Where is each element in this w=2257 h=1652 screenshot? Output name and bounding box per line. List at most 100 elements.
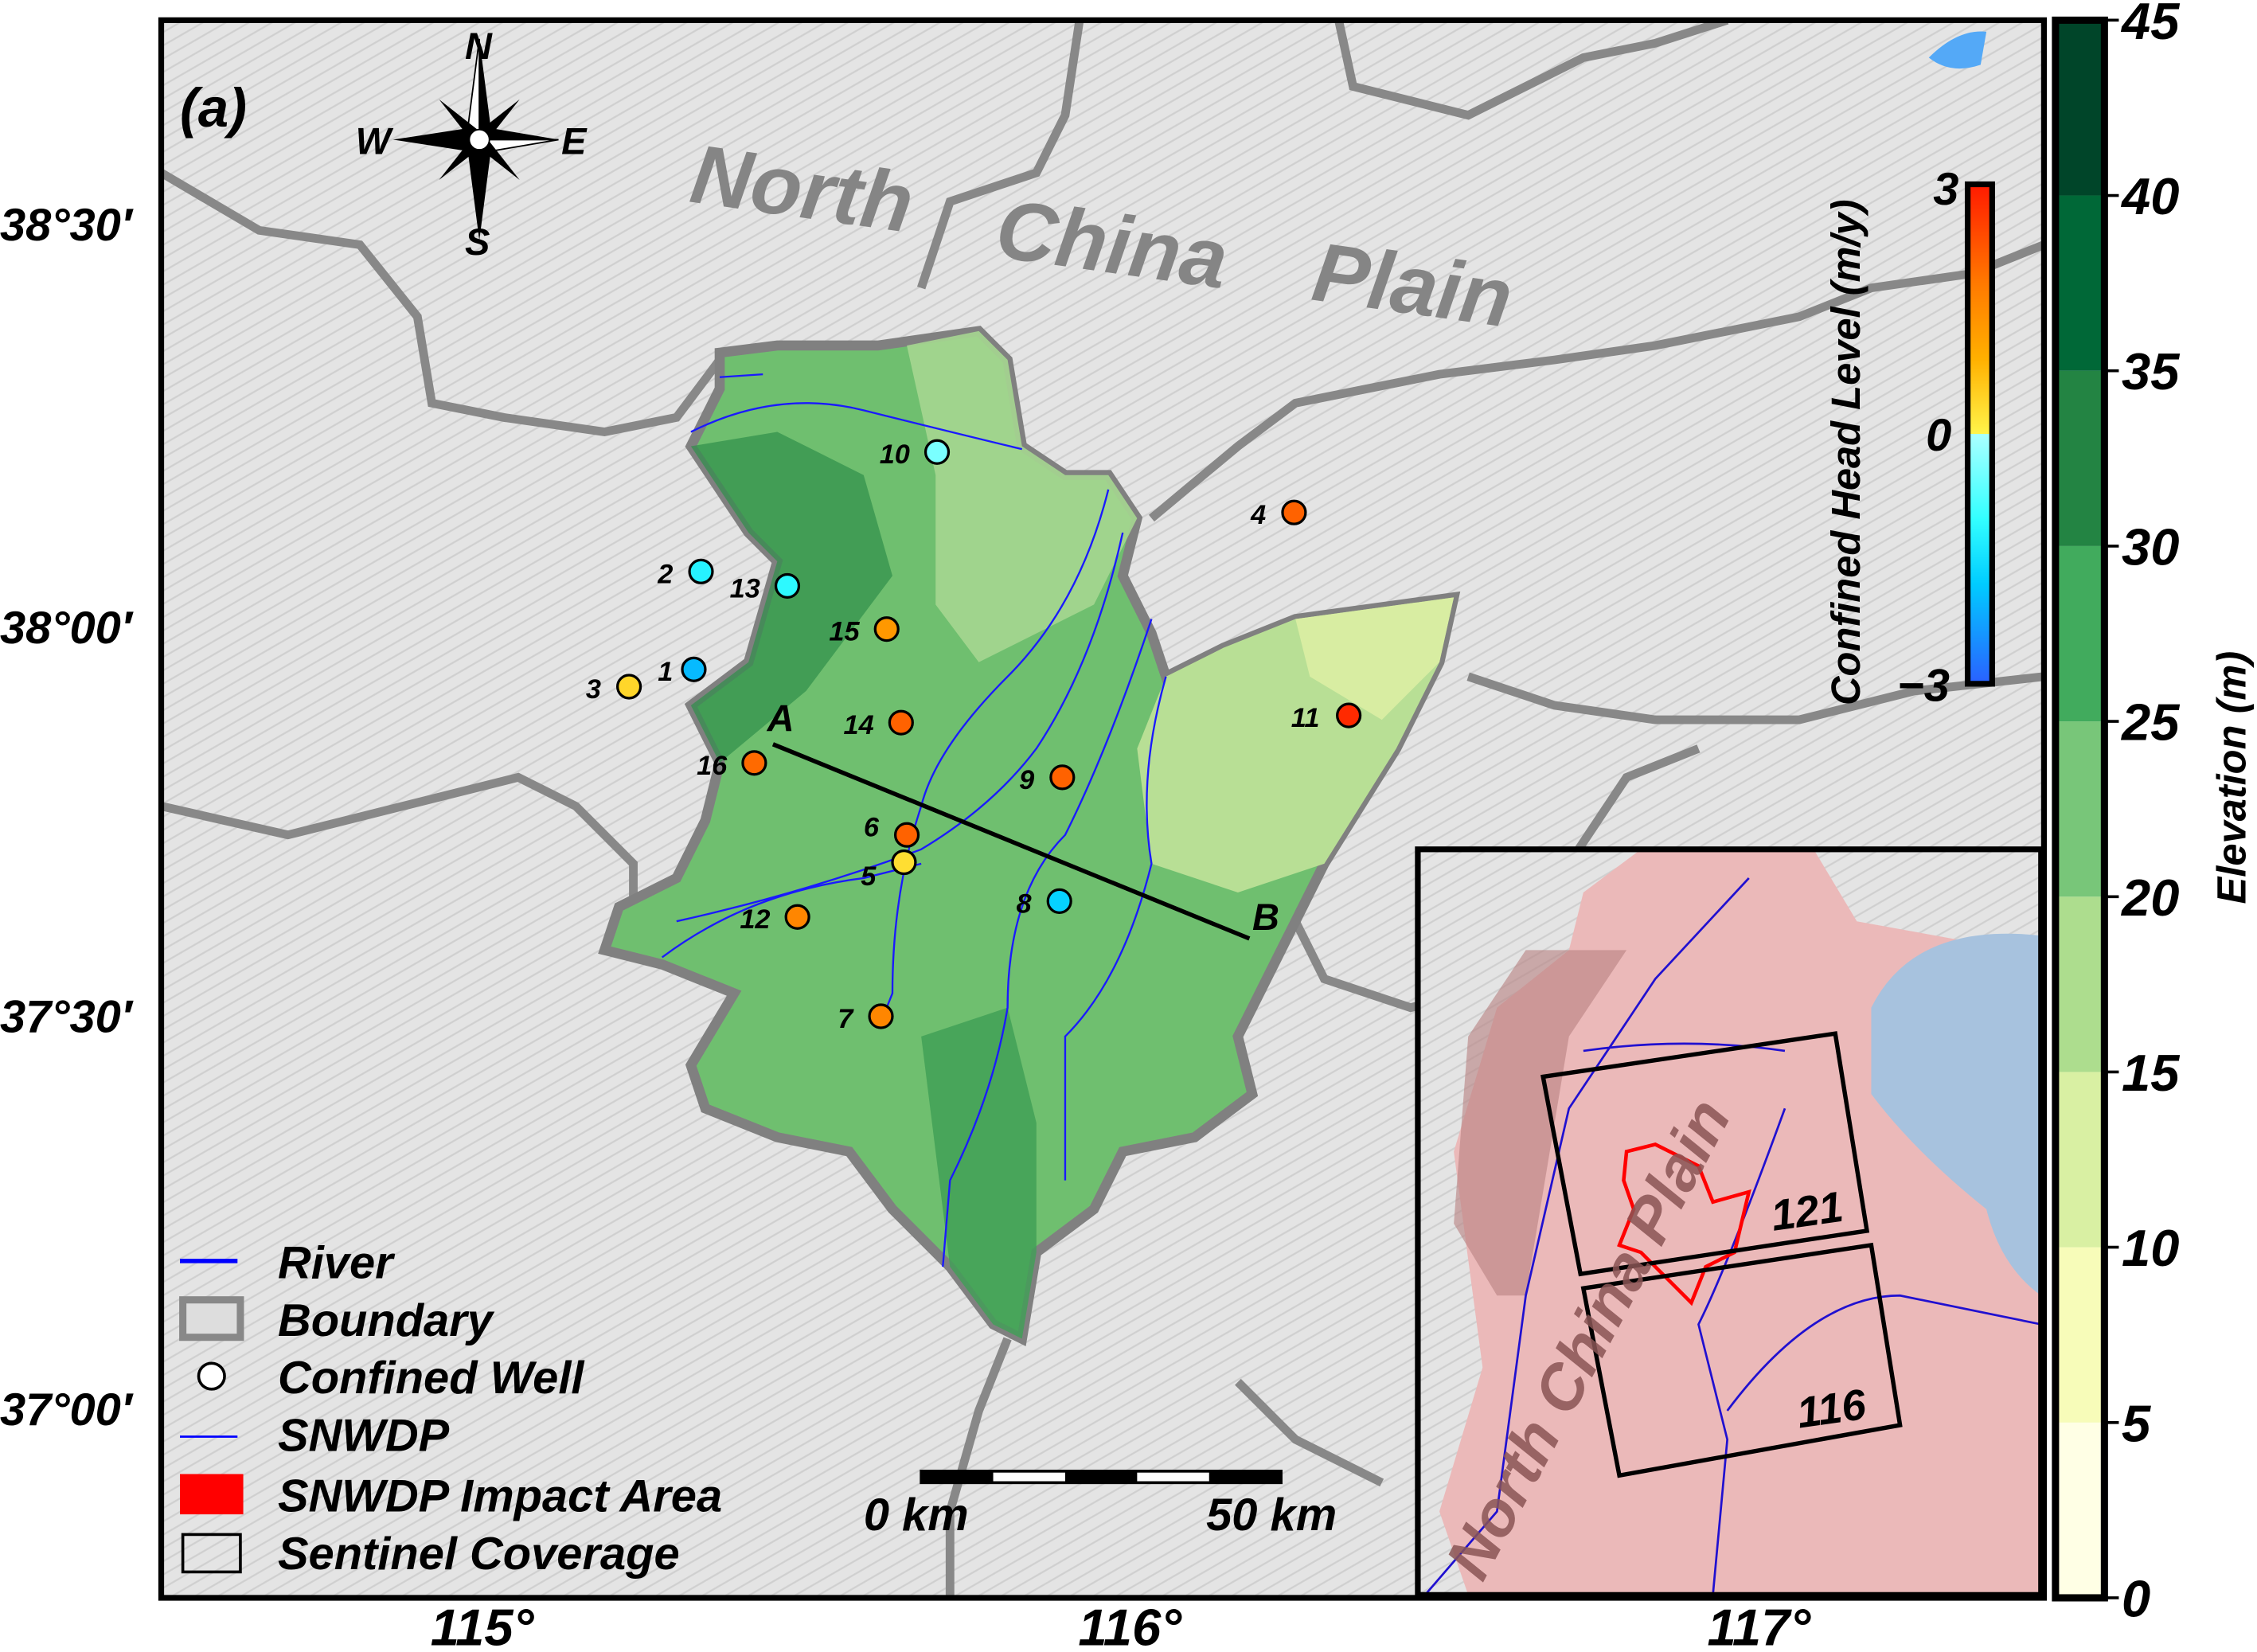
elevation-bin-4 (2055, 721, 2105, 897)
inset-sea (1871, 933, 2041, 1296)
well-marker-8[interactable] (1046, 888, 1072, 914)
panel-label: (a) (180, 77, 247, 139)
latitude-labels: 38°30′ 38°00′ 37°30′ 37°00′ (0, 200, 134, 1435)
elevation-bin-6 (2055, 370, 2105, 546)
well-marker-4[interactable] (1281, 499, 1307, 525)
south-elevation-zone (921, 1007, 1037, 1339)
lon-label: 115° (431, 1599, 535, 1652)
well-marker-12[interactable] (784, 904, 810, 930)
snwdp-rivers (661, 373, 1167, 1267)
well-marker-5[interactable] (891, 849, 917, 876)
legend-well-swatch (197, 1361, 226, 1391)
well-label-13: 13 (730, 573, 760, 603)
well-label-12: 12 (740, 904, 770, 935)
well-label-10: 10 (880, 439, 910, 470)
legend-boundary-label: Boundary (278, 1295, 495, 1346)
mid-elevation-zone (907, 330, 1138, 662)
scale-bar: 0 km 50 km (864, 1470, 1337, 1541)
well-marker-13[interactable] (774, 572, 801, 599)
elevation-bin-8 (2055, 20, 2105, 196)
well-label-3: 3 (586, 674, 601, 705)
scale-bar-start-label: 0 km (864, 1490, 969, 1541)
well-label-2: 2 (657, 559, 673, 589)
well-label-14: 14 (844, 710, 874, 740)
compass-s: S (465, 221, 490, 263)
compass-n: N (465, 25, 493, 67)
compass-w: W (356, 120, 394, 162)
elevation-tick-label: 0 (2122, 1569, 2150, 1627)
well-marker-11[interactable] (1336, 702, 1362, 728)
map-frame (158, 17, 2048, 1601)
well-marker-2[interactable] (688, 558, 714, 584)
inset-impact-area (1617, 1142, 1751, 1306)
legend-river-label: River (278, 1238, 396, 1289)
profile-line-ab (771, 742, 1251, 941)
elevation-tick-label: 10 (2122, 1219, 2179, 1277)
well-label-4: 4 (1250, 500, 1266, 530)
legend-well-label: Confined Well (278, 1353, 585, 1404)
head-colorbar-title: Confined Head Level (m/y) (1823, 199, 1868, 705)
lowest-elevation-zone (1295, 597, 1455, 721)
elevation-tick-label: 40 (2120, 167, 2179, 225)
elevation-tick-label: 30 (2122, 517, 2179, 576)
elevation-tick-label: 15 (2122, 1044, 2180, 1102)
compass-e: E (561, 120, 588, 162)
elevation-tick-label: 5 (2122, 1394, 2151, 1452)
well-label-9: 9 (1019, 765, 1034, 795)
elevation-colorbar-frame (2052, 16, 2108, 1602)
head-level-colorbar: 3 0 −3 Confined Head Level (m/y) (1823, 164, 1995, 712)
head-tick-min: −3 (1897, 661, 1950, 712)
lon-label: 116° (1078, 1599, 1182, 1652)
well-label-8: 8 (1016, 888, 1032, 919)
well-marker-1[interactable] (681, 656, 707, 682)
lat-label: 38°00′ (0, 603, 134, 654)
legend-snwdp-label: SNWDP (278, 1411, 450, 1462)
scale-bar-end-label: 50 km (1206, 1490, 1337, 1541)
well-marker-7[interactable] (868, 1003, 894, 1029)
lat-label: 38°30′ (0, 200, 134, 251)
elevation-colorbar: 45 40 35 30 25 20 15 10 5 0 (2052, 0, 2180, 1627)
well-label-16: 16 (697, 751, 728, 781)
elevation-tick-label: 35 (2122, 342, 2180, 400)
well-marker-16[interactable] (741, 750, 767, 776)
well-label-5: 5 (861, 861, 877, 892)
well-marker-3[interactable] (616, 674, 642, 700)
elevation-bin-3 (2055, 896, 2105, 1072)
legend-sentinel-swatch (181, 1533, 242, 1574)
well-label-15: 15 (829, 617, 860, 647)
elevation-bin-5 (2055, 545, 2105, 722)
profile-label-b: B (1252, 896, 1279, 938)
longitude-labels: 115° 116° 117° (431, 1599, 1811, 1652)
legend-boundary-swatch (179, 1296, 244, 1342)
water-body (1928, 31, 1987, 69)
elevation-tick-label: 25 (2120, 693, 2180, 752)
elevation-bin-2 (2055, 1072, 2105, 1248)
well-marker-15[interactable] (873, 616, 900, 642)
legend: River Boundary Confined Well SNWDP SNWDP… (179, 1238, 722, 1580)
well-label-11: 11 (1291, 703, 1320, 733)
well-marker-14[interactable] (888, 709, 914, 736)
main-map: North China Plain A B 123456789101112131… (161, 20, 2044, 1598)
well-marker-6[interactable] (893, 822, 920, 848)
lat-label: 37°30′ (0, 991, 134, 1042)
elevation-tick-label: 20 (2120, 869, 2179, 927)
inset-track-121-label: 121 (1768, 1183, 1846, 1240)
inset-map: North China Plain 121 116 (1415, 846, 2044, 1598)
legend-impact-label: SNWDP Impact Area (278, 1470, 722, 1521)
inset-mountain-front (1454, 950, 1627, 1296)
head-tick-zero: 0 (1926, 410, 1951, 461)
well-label-1: 1 (658, 657, 673, 687)
sentinel-track-116 (1580, 1242, 1903, 1478)
compass-rose-icon: N S E W (356, 25, 588, 263)
well-label-7: 7 (838, 1004, 854, 1034)
head-tick-max: 3 (1933, 164, 1958, 215)
well-marker-10[interactable] (923, 439, 951, 465)
profile-label-a: A (767, 697, 795, 740)
legend-impact-swatch (180, 1474, 244, 1515)
lat-label: 37°00′ (0, 1384, 134, 1435)
lon-label: 117° (1708, 1599, 1812, 1652)
well-marker-9[interactable] (1049, 764, 1076, 791)
sentinel-track-121 (1540, 1031, 1870, 1277)
elevation-tick-label: 45 (2120, 0, 2180, 50)
